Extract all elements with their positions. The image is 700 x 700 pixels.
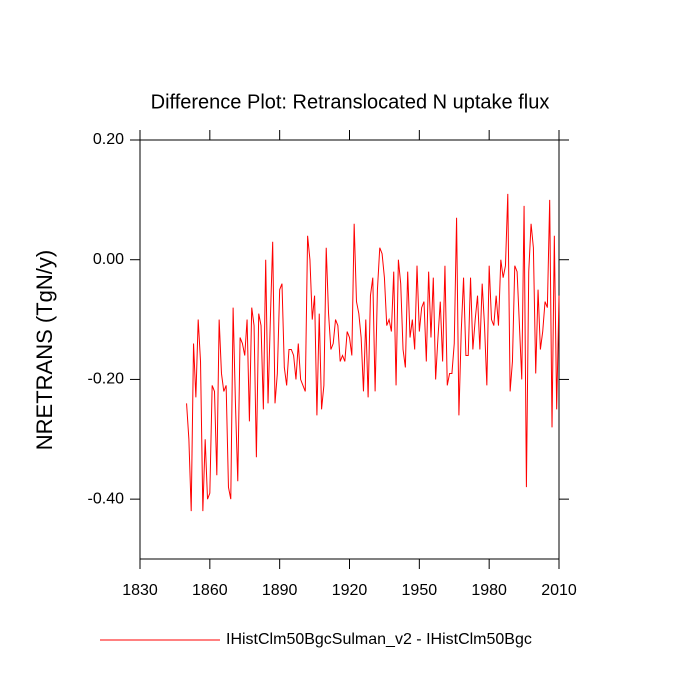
- x-tick-label: 2010: [541, 582, 577, 599]
- y-tick-label: 0.20: [93, 131, 124, 148]
- y-axis-label: NRETRANS (TgN/y): [32, 250, 57, 450]
- x-tick-label: 1950: [402, 582, 438, 599]
- chart-title: Difference Plot: Retranslocated N uptake…: [151, 91, 550, 113]
- x-tick-label: 1920: [332, 582, 368, 599]
- x-tick-label: 1860: [192, 582, 228, 599]
- x-tick-label: 1980: [471, 582, 507, 599]
- y-tick-label: -0.20: [88, 371, 125, 388]
- data-line: [186, 193, 560, 512]
- y-tick-label: -0.40: [88, 490, 125, 507]
- x-tick-label: 1830: [122, 582, 158, 599]
- x-tick-label: 1890: [262, 582, 298, 599]
- legend-label: IHistClm50BgcSulman_v2 - IHistClm50Bgc: [226, 631, 532, 648]
- y-tick-label: 0.00: [93, 251, 124, 268]
